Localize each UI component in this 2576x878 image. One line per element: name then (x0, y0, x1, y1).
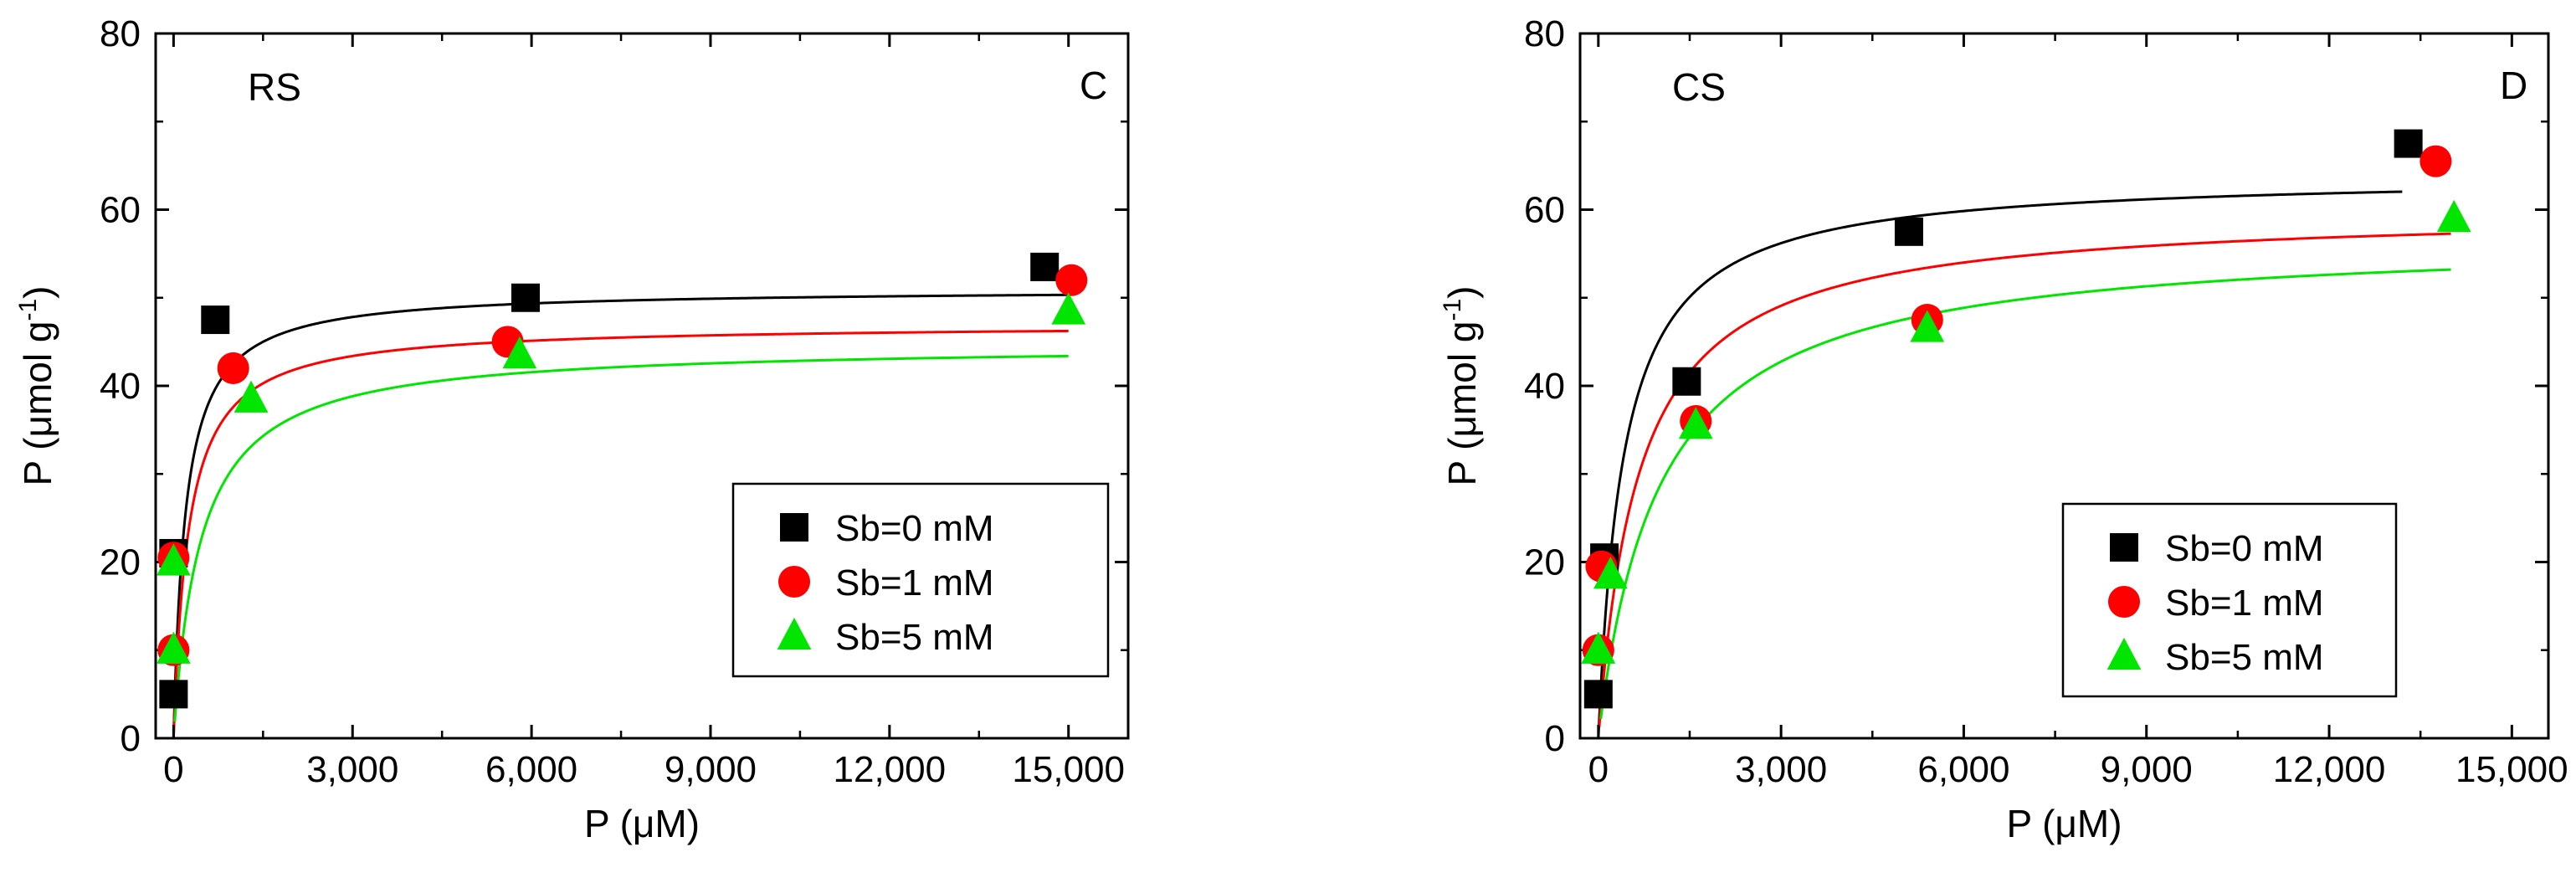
fit-curve-3 (173, 354, 1069, 722)
legend-marker-1 (2110, 533, 2138, 562)
data-point-s3-5 (2436, 199, 2471, 233)
data-point-s1-4 (1894, 217, 1923, 246)
legend-label-3: Sb=5 mM (2165, 637, 2324, 678)
data-point-s1-1 (159, 680, 188, 709)
fit-curve-2 (172, 329, 1069, 738)
y-tick-label: 60 (1524, 190, 1565, 231)
x-tick-label: 12,000 (2273, 749, 2386, 790)
legend-label-3: Sb=5 mM (835, 617, 994, 658)
y-tick-label: 0 (121, 718, 141, 759)
y-axis-title-end: ) (1440, 286, 1484, 299)
legend: Sb=0 mM Sb=1 mM Sb=5 mM (731, 482, 1110, 678)
data-point-s1-5 (1030, 252, 1060, 281)
x-tick-label: 15,000 (2455, 749, 2568, 790)
x-tick-label: 9,000 (2101, 749, 2193, 790)
data-point-s2-5 (1055, 264, 1088, 296)
chart-panel-d: 0 3,000 6,000 9,000 12,000 15,000 0 20 40 60 80 P (… (1439, 13, 2568, 845)
x-tick-label: 9,000 (665, 749, 757, 790)
y-axis-title-sup: -1 (14, 299, 42, 321)
legend-label-2: Sb=1 mM (2165, 583, 2324, 624)
y-tick-label: 80 (1524, 13, 1565, 54)
soil-label: RS (248, 65, 301, 109)
data-point-s3-2 (1593, 557, 1628, 589)
panel-label: C (1080, 64, 1107, 107)
data-point-s3-1 (1581, 631, 1616, 664)
data-point-s3-3 (1678, 407, 1713, 439)
data-point-s3-2 (156, 543, 191, 576)
x-axis-title: P (μM) (2006, 802, 2122, 845)
data-point-s1-3 (1672, 367, 1701, 396)
legend-label-1: Sb=0 mM (835, 508, 994, 549)
data-point-s3-4 (1910, 310, 1945, 342)
x-tick-label: 6,000 (485, 749, 577, 790)
y-axis-title-main: P (μmol g (1440, 321, 1484, 486)
x-tick-label: 0 (1588, 749, 1609, 790)
legend-marker-1 (780, 513, 808, 542)
fit-curve-1 (171, 293, 1069, 740)
legend-marker-2 (2107, 585, 2141, 619)
x-axis-title: P (μM) (584, 802, 700, 845)
legend-marker-2 (777, 565, 811, 598)
y-tick-label: 0 (1545, 718, 1565, 759)
soil-label: CS (1672, 65, 1726, 109)
data-point-s1-1 (1583, 680, 1613, 709)
legend-label-2: Sb=1 mM (835, 562, 994, 603)
x-tick-label: 0 (163, 749, 183, 790)
y-axis-title: P (μmol g-1) (14, 286, 59, 486)
y-axis-title-main: P (μmol g (16, 321, 59, 486)
x-tick-label: 12,000 (834, 749, 947, 790)
chart-panel-c: 0 3,000 6,000 9,000 12,000 15,000 0 20 40 60 80 P (… (14, 13, 1130, 845)
legend-marker-3 (777, 617, 812, 650)
panel-label: D (2500, 64, 2527, 107)
data-point-s3-5 (1051, 292, 1086, 325)
data-point-s3-4 (502, 336, 537, 369)
y-axis-title-sup: -1 (1439, 299, 1466, 321)
data-point-s1-5 (2394, 129, 2423, 158)
x-tick-label: 3,000 (306, 749, 398, 790)
x-tick-label: 3,000 (1735, 749, 1827, 790)
data-point-s1-3 (201, 306, 230, 335)
y-tick-label: 80 (100, 13, 141, 54)
x-tick-label: 6,000 (1917, 749, 2009, 790)
data-point-s3-1 (156, 631, 191, 664)
data-point-s2-5 (2419, 145, 2452, 177)
y-tick-label: 20 (100, 542, 141, 583)
fit-curve-3 (1599, 268, 2451, 720)
data-point-s1-4 (511, 283, 540, 312)
y-axis-title-end: ) (16, 286, 59, 299)
y-tick-label: 60 (100, 190, 141, 231)
y-tick-label: 40 (1524, 366, 1565, 407)
data-point-s2-3 (217, 352, 249, 384)
legend: Sb=0 mM Sb=1 mM Sb=5 mM (2061, 502, 2398, 698)
legend-label-1: Sb=0 mM (2165, 528, 2324, 569)
y-axis-title: P (μmol g-1) (1439, 286, 1484, 486)
legend-marker-3 (2106, 637, 2142, 670)
data-point-s3-3 (233, 380, 269, 413)
y-tick-label: 20 (1524, 542, 1565, 583)
x-tick-label: 15,000 (1012, 749, 1125, 790)
y-tick-label: 40 (100, 366, 141, 407)
